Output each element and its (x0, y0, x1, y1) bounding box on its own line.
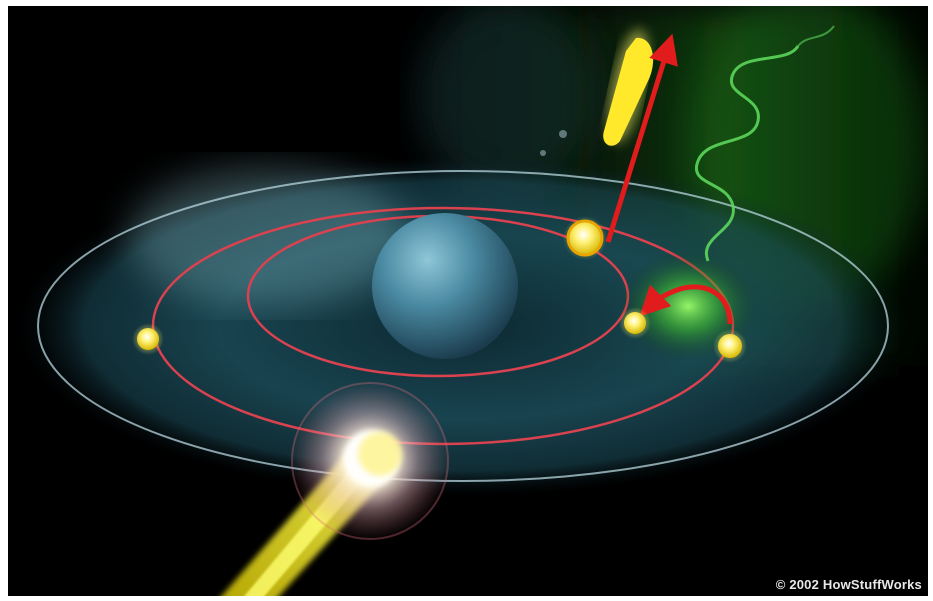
collision-flash-ring (291, 382, 449, 540)
outer-ring (37, 170, 889, 482)
copyright-notice: © 2002 HowStuffWorks (775, 577, 922, 592)
nucleus (372, 213, 518, 359)
speck (559, 130, 567, 138)
disc-highlight (128, 166, 408, 306)
electron-outer-right (718, 334, 742, 358)
atom-illustration: © 2002 HowStuffWorks (8, 6, 928, 596)
dim-cloud-top (418, 6, 598, 196)
speck (540, 150, 546, 156)
electron-inner-right (624, 312, 646, 334)
photon-wave-tail (797, 25, 835, 47)
ejection-arrow (605, 33, 678, 243)
atom-scene-svg (8, 6, 928, 596)
ejected-electron-streak (603, 37, 654, 146)
photon-wave (694, 45, 800, 262)
electron-left (137, 328, 159, 350)
ejecting-electron (566, 219, 604, 257)
collision-core-yellow (358, 432, 402, 476)
transition-arrow (639, 284, 733, 325)
